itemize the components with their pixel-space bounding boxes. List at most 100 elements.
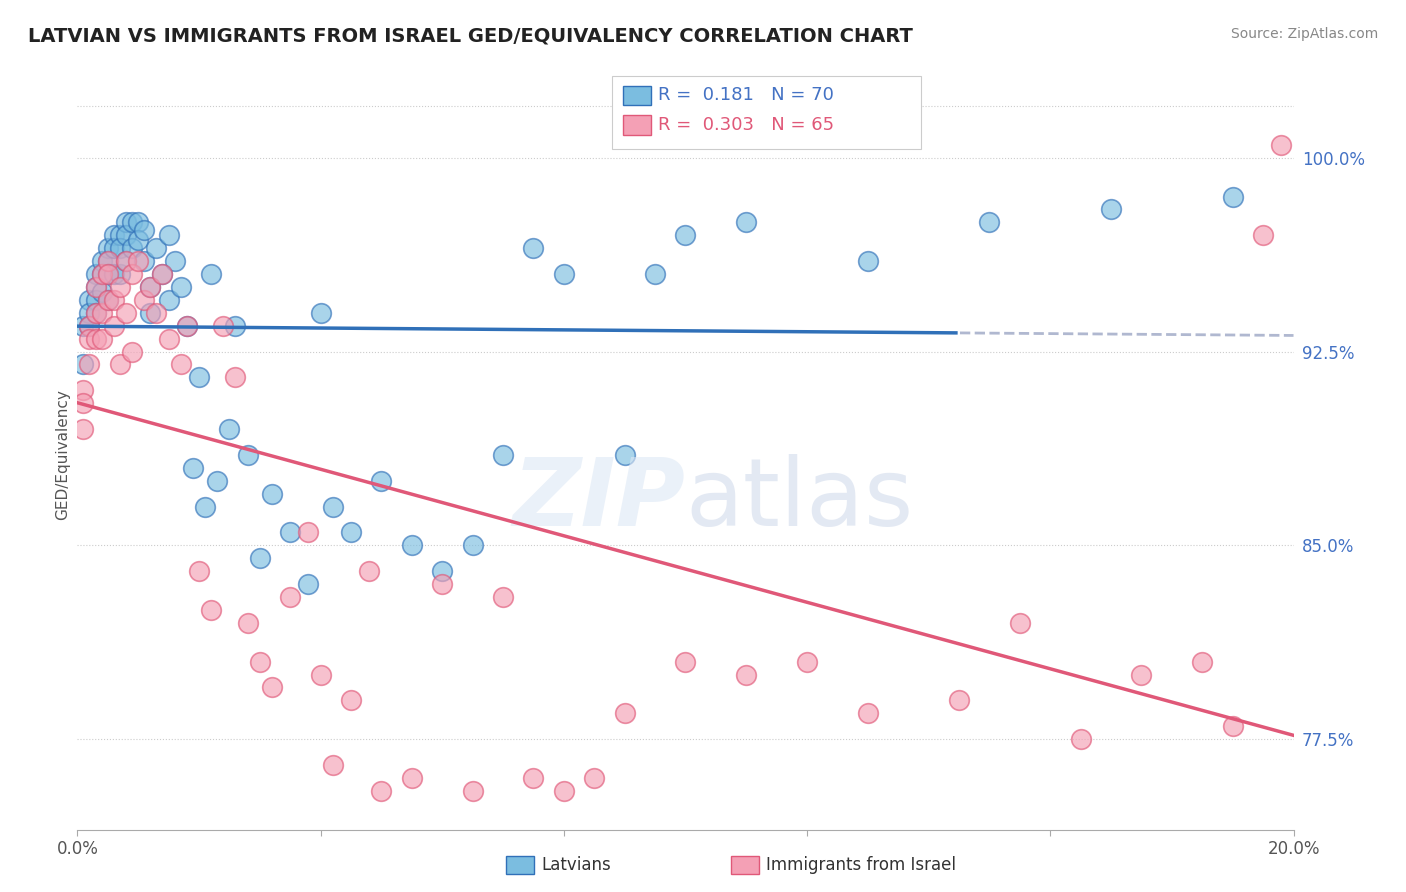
Point <box>430 564 453 578</box>
Text: Source: ZipAtlas.com: Source: ZipAtlas.com <box>1230 27 1378 41</box>
Point <box>340 693 363 707</box>
Point <box>1222 719 1244 733</box>
Point <box>103 241 125 255</box>
Point <box>401 771 423 785</box>
Point <box>1222 189 1244 203</box>
Point <box>249 655 271 669</box>
Point <box>188 370 211 384</box>
Point <box>108 228 131 243</box>
Point <box>79 358 101 372</box>
Point <box>79 332 101 346</box>
Point <box>115 254 138 268</box>
Point <box>170 280 193 294</box>
Point <box>84 332 107 346</box>
Point <box>856 254 879 268</box>
Point <box>134 293 156 307</box>
Point <box>278 525 301 540</box>
Point <box>163 254 186 268</box>
Point <box>236 448 259 462</box>
Point <box>90 254 112 268</box>
Point <box>401 538 423 552</box>
Point <box>856 706 879 721</box>
Point <box>121 241 143 255</box>
Point <box>72 422 94 436</box>
Point <box>979 215 1001 229</box>
Point <box>97 254 120 268</box>
Point <box>79 306 101 320</box>
Point <box>108 267 131 281</box>
Point <box>1191 655 1213 669</box>
Point <box>297 525 319 540</box>
Point <box>735 215 758 229</box>
Point <box>90 332 112 346</box>
Point <box>145 306 167 320</box>
Point <box>461 784 484 798</box>
Point <box>188 564 211 578</box>
Point <box>84 267 107 281</box>
Point <box>1251 228 1274 243</box>
Point <box>97 267 120 281</box>
Point <box>115 215 138 229</box>
Point <box>236 615 259 630</box>
Point <box>127 234 149 248</box>
Point <box>322 500 344 514</box>
Point <box>224 318 246 333</box>
Point <box>84 306 107 320</box>
Point <box>224 370 246 384</box>
Text: LATVIAN VS IMMIGRANTS FROM ISRAEL GED/EQUIVALENCY CORRELATION CHART: LATVIAN VS IMMIGRANTS FROM ISRAEL GED/EQ… <box>28 27 912 45</box>
Point <box>522 241 544 255</box>
Point <box>359 564 381 578</box>
Point <box>97 293 120 307</box>
Point <box>735 667 758 681</box>
Point <box>121 344 143 359</box>
Point <box>675 228 697 243</box>
Point <box>613 448 636 462</box>
Point <box>170 358 193 372</box>
Text: R =  0.303   N = 65: R = 0.303 N = 65 <box>658 116 834 134</box>
Point <box>322 758 344 772</box>
Point <box>103 267 125 281</box>
Point <box>79 318 101 333</box>
Point <box>139 306 162 320</box>
Point <box>79 318 101 333</box>
Point <box>108 358 131 372</box>
Point <box>430 577 453 591</box>
Point <box>139 280 162 294</box>
Point <box>127 254 149 268</box>
Point <box>1008 615 1031 630</box>
Text: Immigrants from Israel: Immigrants from Israel <box>766 856 956 874</box>
Point <box>152 267 174 281</box>
Point <box>461 538 484 552</box>
Point <box>121 215 143 229</box>
Point <box>72 358 94 372</box>
Point <box>72 318 94 333</box>
Point <box>675 655 697 669</box>
Point <box>309 306 332 320</box>
Point <box>297 577 319 591</box>
Point <box>205 474 228 488</box>
Point <box>97 267 120 281</box>
Point <box>97 254 120 268</box>
Text: Latvians: Latvians <box>541 856 612 874</box>
Text: R =  0.181   N = 70: R = 0.181 N = 70 <box>658 87 834 104</box>
Point <box>84 280 107 294</box>
Point <box>553 267 575 281</box>
Point <box>157 228 180 243</box>
Point <box>176 318 198 333</box>
Point <box>145 241 167 255</box>
Point <box>115 306 138 320</box>
Point <box>134 254 156 268</box>
Point <box>84 280 107 294</box>
Point <box>115 228 138 243</box>
Point <box>218 422 240 436</box>
Point <box>108 280 131 294</box>
Point <box>200 603 222 617</box>
Point <box>194 500 217 514</box>
Point <box>492 448 515 462</box>
Point <box>90 306 112 320</box>
Point <box>103 228 125 243</box>
Point <box>152 267 174 281</box>
Point <box>370 784 392 798</box>
Point <box>115 254 138 268</box>
Point <box>90 285 112 300</box>
